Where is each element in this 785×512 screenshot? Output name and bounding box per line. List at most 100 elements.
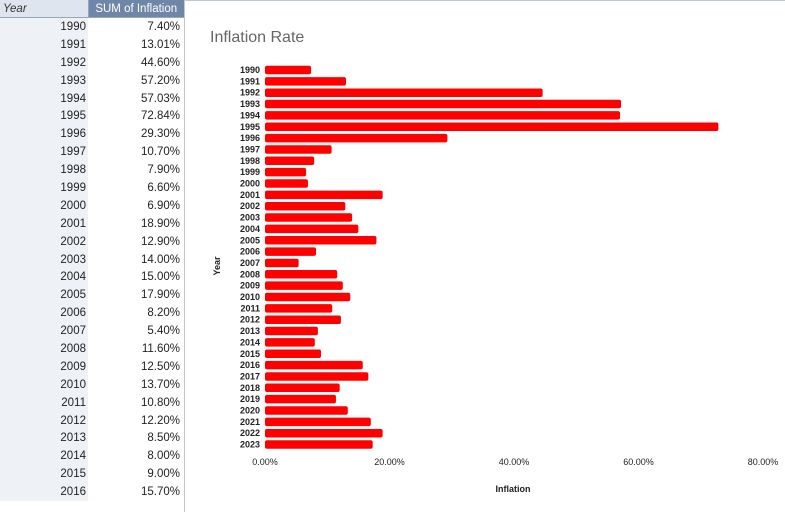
bar-2008[interactable]: [265, 270, 338, 279]
bar-2020[interactable]: [265, 406, 348, 415]
cell-year[interactable]: 2001: [0, 214, 88, 233]
bar-2021[interactable]: [265, 417, 371, 427]
bar-1997[interactable]: [265, 145, 332, 154]
inflation-rate-chart[interactable]: Inflation Rate 1990199119921993199419951…: [186, 1, 785, 511]
cell-inflation[interactable]: 11.60%: [141, 342, 180, 355]
cell-year[interactable]: 2005: [0, 286, 88, 305]
cell-inflation[interactable]: 9.00%: [147, 468, 180, 481]
table-row[interactable]: 2011 10.80%: [0, 393, 184, 412]
cell-inflation[interactable]: 7.40%: [147, 20, 180, 33]
bar-1991[interactable]: [265, 77, 346, 86]
bar-2001[interactable]: [265, 190, 383, 200]
cell-year[interactable]: 1998: [0, 161, 88, 180]
cell-year[interactable]: 1995: [0, 107, 88, 126]
bar-2009[interactable]: [265, 281, 343, 290]
cell-year[interactable]: 2002: [0, 232, 88, 251]
bar-2016[interactable]: [265, 360, 363, 370]
cell-year[interactable]: 2013: [0, 429, 88, 448]
table-row[interactable]: 1999 6.60%: [0, 179, 184, 197]
header-year[interactable]: Year: [0, 0, 89, 18]
cell-year[interactable]: 2010: [0, 375, 88, 394]
cell-inflation[interactable]: 10.70%: [140, 146, 180, 159]
bar-2003[interactable]: [265, 213, 353, 222]
table-row[interactable]: 1996 29.30%: [0, 125, 184, 144]
bar-2014[interactable]: [265, 338, 315, 347]
cell-year[interactable]: 2004: [0, 268, 88, 287]
cell-inflation[interactable]: 12.50%: [140, 360, 180, 373]
cell-inflation[interactable]: 14.00%: [140, 253, 180, 266]
cell-year[interactable]: 1991: [0, 35, 88, 54]
cell-year[interactable]: 1993: [0, 71, 88, 90]
cell-inflation[interactable]: 12.90%: [140, 235, 180, 248]
bar-2023[interactable]: [265, 440, 373, 449]
cell-inflation[interactable]: 5.40%: [147, 325, 180, 338]
cell-year[interactable]: 2000: [0, 196, 88, 215]
bar-2018[interactable]: [265, 383, 340, 393]
bar-2007[interactable]: [265, 258, 299, 268]
bar-1999[interactable]: [265, 167, 307, 177]
bar-2004[interactable]: [265, 224, 359, 234]
cell-year[interactable]: 1999: [0, 179, 88, 197]
cell-year[interactable]: 2003: [0, 250, 88, 269]
table-row[interactable]: 1990 7.40%: [0, 17, 184, 36]
table-row[interactable]: 2008 11.60%: [0, 340, 184, 358]
table-row[interactable]: 2003 14.00%: [0, 250, 184, 269]
cell-inflation[interactable]: 12.20%: [140, 414, 180, 427]
cell-inflation[interactable]: 57.20%: [140, 74, 180, 87]
cell-year[interactable]: 2006: [0, 304, 88, 323]
cell-inflation[interactable]: 15.00%: [140, 271, 180, 284]
cell-inflation[interactable]: 29.30%: [140, 128, 180, 141]
table-row[interactable]: 2016 15.70%: [0, 483, 184, 502]
bar-2010[interactable]: [265, 292, 351, 302]
cell-inflation[interactable]: 6.90%: [147, 199, 180, 212]
cell-inflation[interactable]: 17.90%: [140, 289, 180, 302]
table-row[interactable]: 1991 13.01%: [0, 35, 184, 54]
cell-inflation[interactable]: 57.03%: [140, 92, 180, 105]
cell-year[interactable]: 1996: [0, 125, 88, 144]
table-row[interactable]: 2001 18.90%: [0, 214, 184, 233]
bar-1994[interactable]: [265, 111, 621, 120]
cell-year[interactable]: 1997: [0, 143, 88, 162]
cell-inflation[interactable]: 8.50%: [147, 432, 180, 445]
cell-inflation[interactable]: 13.70%: [140, 378, 180, 391]
table-row[interactable]: 2010 13.70%: [0, 375, 184, 394]
pane-divider[interactable]: [184, 0, 185, 512]
table-row[interactable]: 2004 15.00%: [0, 268, 184, 287]
cell-inflation[interactable]: 13.01%: [140, 38, 180, 51]
table-row[interactable]: 2012 12.20%: [0, 411, 184, 430]
cell-inflation[interactable]: 15.70%: [140, 486, 180, 499]
table-row[interactable]: 1993 57.20%: [0, 71, 184, 90]
cell-year[interactable]: 2014: [0, 447, 88, 466]
bar-2019[interactable]: [265, 394, 336, 404]
table-row[interactable]: 2000 6.90%: [0, 196, 184, 215]
cell-year[interactable]: 2011: [0, 393, 88, 412]
bar-1996[interactable]: [265, 133, 448, 143]
table-row[interactable]: 1997 10.70%: [0, 143, 184, 162]
bar-1998[interactable]: [265, 156, 315, 166]
table-row[interactable]: 2005 17.90%: [0, 286, 184, 305]
bar-1992[interactable]: [265, 88, 543, 97]
table-row[interactable]: 2002 12.90%: [0, 232, 184, 251]
bar-2002[interactable]: [265, 201, 346, 211]
bar-2005[interactable]: [265, 236, 377, 245]
cell-year[interactable]: 2015: [0, 465, 88, 484]
cell-year[interactable]: 1994: [0, 89, 88, 108]
cell-inflation[interactable]: 6.60%: [147, 181, 180, 194]
cell-inflation[interactable]: 7.90%: [147, 164, 180, 177]
bar-2017[interactable]: [265, 372, 369, 381]
bar-2000[interactable]: [265, 179, 308, 188]
cell-inflation[interactable]: 8.00%: [147, 450, 180, 463]
cell-year[interactable]: 1990: [0, 17, 88, 36]
bar-2006[interactable]: [265, 247, 317, 256]
header-sum-inflation[interactable]: SUM of Inflation: [88, 0, 184, 18]
cell-inflation[interactable]: 10.80%: [140, 396, 180, 409]
bar-2015[interactable]: [265, 349, 322, 359]
cell-inflation[interactable]: 44.60%: [140, 56, 180, 69]
cell-inflation[interactable]: 72.84%: [140, 110, 180, 123]
table-row[interactable]: 2015 9.00%: [0, 465, 184, 484]
bar-2013[interactable]: [265, 326, 318, 336]
bar-1993[interactable]: [265, 99, 622, 109]
table-row[interactable]: 2009 12.50%: [0, 357, 184, 376]
cell-year[interactable]: 2008: [0, 340, 88, 358]
table-row[interactable]: 2014 8.00%: [0, 447, 184, 466]
